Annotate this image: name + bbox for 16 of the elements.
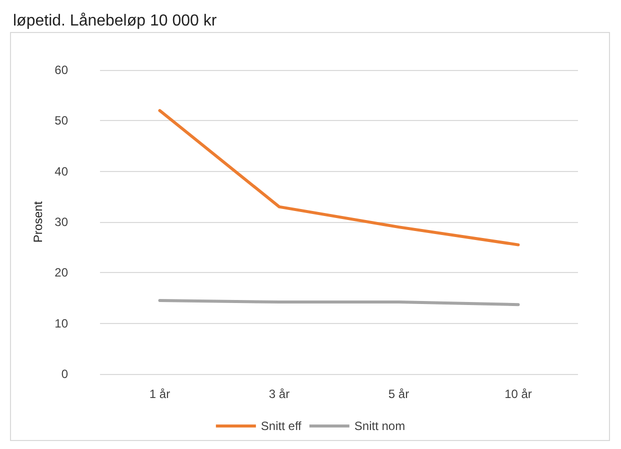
x-tick-label: 3 år <box>268 387 290 401</box>
legend-label: Snitt nom <box>354 419 406 433</box>
chart-title: løpetid. Lånebeløp 10 000 kr <box>13 12 218 30</box>
y-axis-title: Prosent <box>30 200 45 243</box>
y-tick-label: 20 <box>54 266 68 280</box>
y-tick-label: 0 <box>61 367 68 381</box>
line-series <box>158 109 520 246</box>
y-tick-label: 50 <box>54 114 68 128</box>
x-tick-label: 1 år <box>149 387 170 401</box>
legend-label: Snitt eff <box>260 419 302 433</box>
y-tick-label: 30 <box>54 215 68 229</box>
y-tick-label: 60 <box>54 63 68 77</box>
x-tick-label: 10 år <box>504 387 532 401</box>
y-tick-label: 10 <box>54 316 68 330</box>
y-tick-label: 40 <box>54 164 68 178</box>
x-tick-label: 5 år <box>388 387 410 401</box>
